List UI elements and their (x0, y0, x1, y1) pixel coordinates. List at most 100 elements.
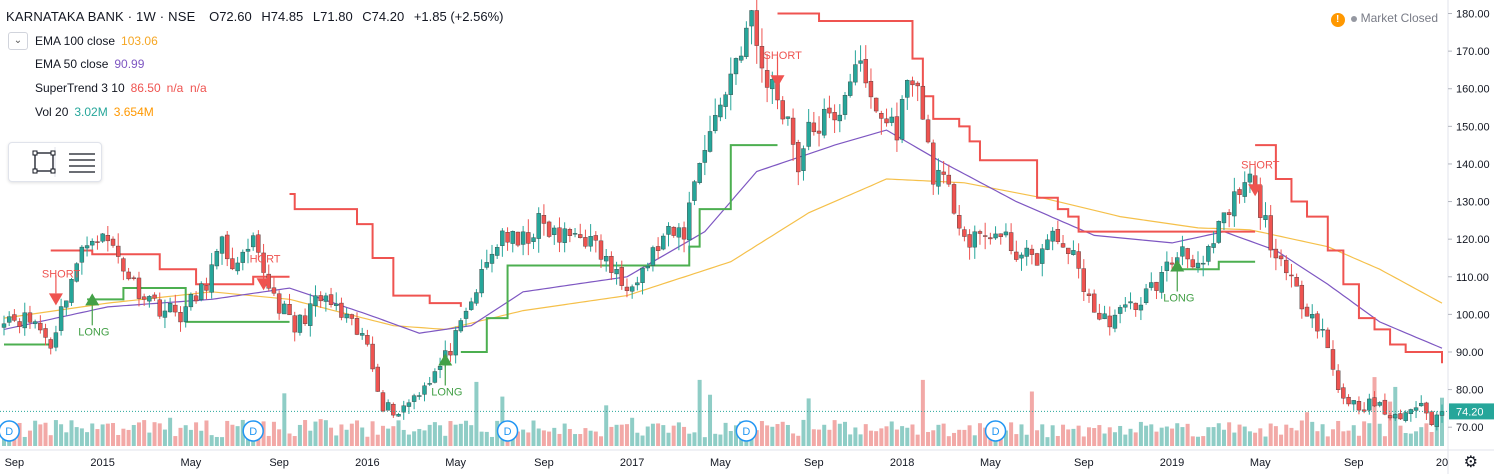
candle-body (1117, 307, 1123, 314)
indicator-volume[interactable]: Vol 20 3.02M 3.654M (35, 105, 154, 119)
volume-bar (344, 429, 349, 446)
candle-body (977, 231, 983, 234)
price-tick-label: 150.00 (1456, 121, 1490, 133)
candle-body (401, 405, 406, 413)
volume-bar (1356, 435, 1361, 446)
volume-bar (1382, 436, 1387, 446)
candle-body (1019, 254, 1024, 259)
candle-body (687, 202, 692, 241)
volume-bar (90, 423, 95, 446)
volume-bar (728, 431, 733, 446)
drawing-toolbox (8, 142, 102, 182)
dividend-marker-icon[interactable] (496, 420, 519, 442)
candle-body (754, 10, 759, 46)
time-tick-label: Sep (269, 457, 289, 469)
symbol-title[interactable]: KARNATAKA BANK · 1W · NSE (6, 9, 196, 24)
volume-bar (188, 429, 193, 446)
volume-bar (214, 436, 219, 446)
volume-bar (868, 430, 873, 446)
volume-bar (640, 435, 645, 446)
volume-bar (1112, 432, 1117, 446)
candle-body (723, 94, 728, 107)
close-value: C74.20 (362, 9, 405, 24)
price-tick-label: 130.00 (1456, 197, 1490, 209)
volume-bar (1232, 432, 1237, 446)
candle-body (982, 235, 988, 237)
volume-bar (1097, 425, 1102, 446)
warning-icon[interactable]: ! (1330, 13, 1345, 27)
volume-bar (308, 430, 313, 446)
candle-body (318, 295, 323, 302)
dividend-marker-icon[interactable] (242, 420, 264, 442)
volume-bar (121, 428, 126, 446)
volume-bar (79, 428, 84, 446)
volume-bar (100, 424, 105, 446)
candle-body (931, 142, 936, 185)
candle-body (1424, 402, 1429, 414)
candle-body (671, 226, 676, 236)
candle-body (162, 310, 168, 318)
candle-body (1133, 302, 1138, 310)
dividend-marker-icon[interactable] (735, 420, 758, 442)
candle-body (1372, 397, 1377, 407)
volume-bar (1247, 431, 1252, 446)
candle-body (785, 116, 791, 119)
collapse-legend-button[interactable]: ⌄ (8, 32, 28, 50)
candle-body (1289, 274, 1294, 277)
dividend-marker-label: D (504, 426, 512, 438)
volume-bar (557, 433, 562, 446)
volume-bar (583, 428, 588, 446)
candle-body (1284, 259, 1289, 274)
candle-body (733, 58, 739, 75)
volume-bar (48, 435, 53, 446)
volume-bar (791, 433, 796, 446)
candle-body (1112, 314, 1118, 329)
supertrend-down-segment (777, 12, 1256, 233)
indicator-ema100[interactable]: EMA 100 close 103.06 (35, 34, 158, 48)
volume-bar (131, 425, 136, 446)
volume-bar (147, 432, 152, 446)
candle-body (1138, 304, 1144, 311)
volume-bar (225, 420, 230, 446)
candle-body (868, 81, 874, 98)
supertrend-up-segment (1172, 260, 1256, 271)
settings-gear-icon[interactable]: ⚙ (1463, 454, 1478, 471)
candle-body (1081, 268, 1086, 292)
candle-body (790, 117, 796, 145)
candle-body (479, 269, 484, 294)
candle-body (1315, 313, 1320, 332)
candle-body (764, 70, 770, 88)
dividend-marker-icon[interactable] (984, 420, 1007, 442)
candle-body (344, 313, 349, 319)
volume-bar (334, 435, 339, 446)
volume-bar (74, 427, 79, 446)
text-lines-tool-icon[interactable] (69, 153, 95, 173)
candle-body (432, 371, 438, 383)
candle-body (1206, 246, 1211, 262)
candle-body (427, 383, 432, 385)
rectangle-tool-icon[interactable] (32, 150, 56, 174)
candle-body (1278, 255, 1284, 260)
volume-bar (863, 424, 868, 446)
volume-bar (946, 436, 951, 446)
indicator-supertrend[interactable]: SuperTrend 3 10 86.50 n/a n/a (35, 81, 207, 95)
dividend-marker-label: D (249, 426, 257, 438)
candle-body (1320, 329, 1325, 331)
last-price-label: 74.20 (1456, 406, 1484, 418)
volume-bar (209, 435, 214, 446)
market-status[interactable]: ! Market Closed (1330, 11, 1438, 27)
dividend-marker-icon[interactable] (0, 420, 20, 442)
volume-bar (1201, 436, 1206, 446)
price-tick-label: 160.00 (1456, 84, 1490, 96)
candle-body (972, 231, 977, 248)
indicator-ema50[interactable]: EMA 50 close 90.99 (35, 57, 144, 71)
supertrend-up-segment (460, 144, 778, 353)
candle-body (1325, 329, 1330, 349)
volume-bar (817, 429, 822, 446)
time-tick-label: May (1250, 457, 1271, 469)
volume-bar (733, 425, 738, 446)
volume-bar (1102, 433, 1107, 446)
candle-body (728, 73, 733, 95)
volume-bar (1414, 431, 1419, 446)
